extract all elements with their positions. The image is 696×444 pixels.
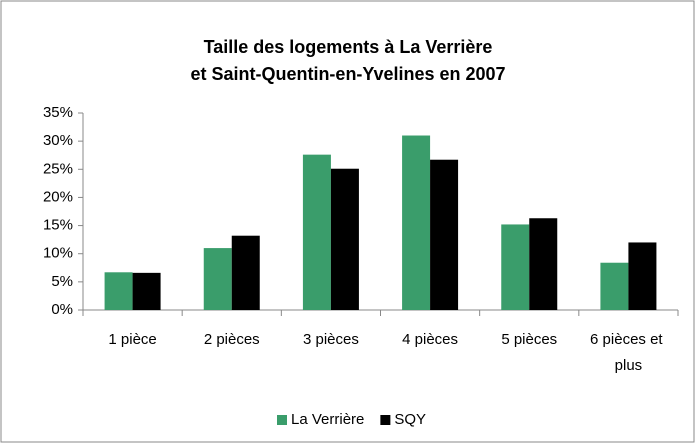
bar (104, 272, 133, 310)
chart-title: Taille des logements à La Verrière (204, 37, 493, 57)
bar (330, 168, 359, 310)
x-tick-label: 2 pièces (204, 331, 260, 348)
x-tick-label: 3 pièces (303, 331, 359, 348)
y-tick-label: 30% (43, 132, 73, 149)
y-tick-label: 35% (43, 104, 73, 121)
y-tick-label: 20% (43, 188, 73, 205)
x-tick-label: 1 pièce (108, 331, 156, 348)
bar (529, 218, 558, 310)
x-tick-label: 5 pièces (501, 331, 557, 348)
y-tick-label: 15% (43, 217, 73, 234)
chart-title: et Saint-Quentin-en-Yvelines en 2007 (190, 64, 505, 84)
y-tick-label: 5% (51, 273, 73, 290)
bar (501, 224, 530, 310)
bar (231, 235, 260, 310)
bar (600, 262, 629, 310)
bar (628, 242, 657, 310)
bar (430, 159, 459, 310)
legend-swatch (277, 415, 287, 425)
legend-label: La Verrière (291, 411, 364, 428)
y-tick-label: 25% (43, 160, 73, 177)
y-tick-label: 10% (43, 245, 73, 262)
x-tick-label: 4 pièces (402, 331, 458, 348)
legend-swatch (380, 415, 391, 425)
y-tick-label: 0% (51, 301, 73, 318)
legend-label: SQY (394, 411, 426, 428)
bar (302, 154, 331, 310)
bar (203, 248, 232, 310)
x-tick-label: 6 pièces et plus (590, 331, 667, 374)
bar (132, 272, 161, 310)
bar (402, 135, 431, 310)
